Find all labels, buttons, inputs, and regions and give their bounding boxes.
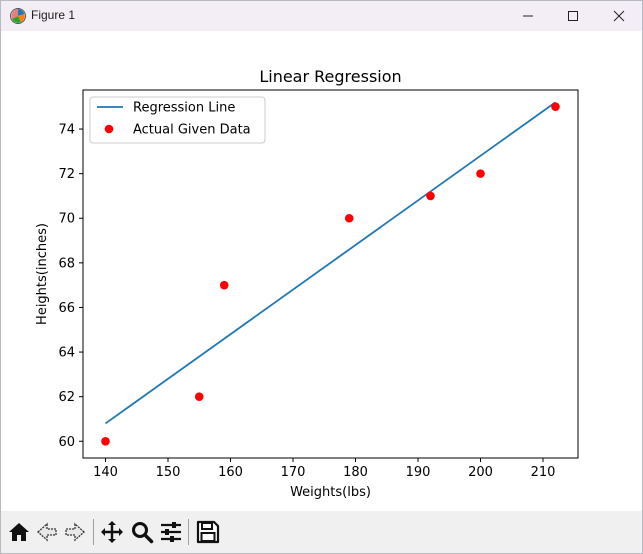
back-button[interactable]	[33, 518, 61, 546]
window-title: Figure 1	[31, 8, 76, 22]
forward-button[interactable]	[61, 518, 89, 546]
data-point	[194, 392, 204, 401]
x-tick-label: 160	[218, 465, 243, 480]
navigation-toolbar	[1, 511, 642, 553]
forward-arrow-icon	[65, 522, 85, 542]
legend-label-data: Actual Given Data	[133, 123, 251, 138]
close-button[interactable]	[596, 1, 642, 31]
x-tick-label: 200	[468, 465, 493, 480]
data-point	[426, 191, 435, 201]
data-point	[101, 436, 110, 446]
x-tick-label: 150	[156, 465, 181, 480]
y-tick-label: 66	[58, 301, 75, 316]
zoom-button[interactable]	[128, 518, 156, 546]
home-button[interactable]	[5, 518, 33, 546]
move-icon	[101, 521, 123, 543]
y-tick-label: 70	[58, 212, 75, 227]
title-bar[interactable]: Figure 1	[1, 1, 642, 31]
data-point	[219, 280, 229, 290]
y-tick-label: 74	[58, 123, 75, 138]
x-tick-label: 190	[406, 465, 431, 480]
legend-point-swatch	[104, 124, 114, 134]
y-tick-label: 60	[58, 435, 75, 450]
x-tick-label: 140	[93, 465, 118, 480]
x-axis-label: Weights(lbs)	[290, 485, 371, 500]
y-axis-label: Heights(inches)	[35, 223, 50, 325]
close-icon	[613, 10, 625, 22]
x-tick-label: 180	[343, 465, 368, 480]
y-tick-label: 62	[58, 390, 75, 405]
y-tick-label: 68	[58, 256, 75, 271]
x-tick-label: 210	[531, 465, 556, 480]
data-point	[344, 213, 354, 223]
figure-canvas[interactable]: 140 150 160 170 180 190 200 210 60 62 64 66 68 70 72 74…	[1, 31, 642, 509]
regression-line	[104, 101, 557, 425]
chart-title: Linear Regression	[259, 67, 401, 86]
toolbar-separator	[93, 519, 94, 545]
save-button[interactable]	[194, 518, 222, 546]
data-point	[476, 169, 485, 178]
pan-button[interactable]	[98, 518, 126, 546]
sliders-icon	[161, 522, 181, 542]
legend-label-regression: Regression Line	[133, 101, 235, 116]
matplotlib-figure-icon	[10, 8, 26, 24]
minimize-icon	[523, 15, 533, 17]
maximize-button[interactable]	[550, 1, 596, 31]
back-arrow-icon	[37, 522, 57, 542]
home-icon	[9, 523, 29, 541]
floppy-disk-icon	[196, 520, 220, 544]
magnifier-icon	[132, 522, 154, 544]
data-point	[551, 102, 560, 112]
chart: 140 150 160 170 180 190 200 210 60 62 64 66 68 70 72 74…	[35, 67, 579, 500]
x-tick-label: 170	[281, 465, 306, 480]
axes-frame	[82, 89, 579, 459]
toolbar-separator	[188, 519, 189, 545]
y-tick-label: 64	[58, 346, 75, 361]
y-tick-label: 72	[58, 167, 75, 182]
maximize-icon	[568, 11, 578, 21]
configure-subplots-button[interactable]	[157, 518, 185, 546]
legend-box	[89, 96, 266, 144]
minimize-button[interactable]	[505, 1, 551, 31]
